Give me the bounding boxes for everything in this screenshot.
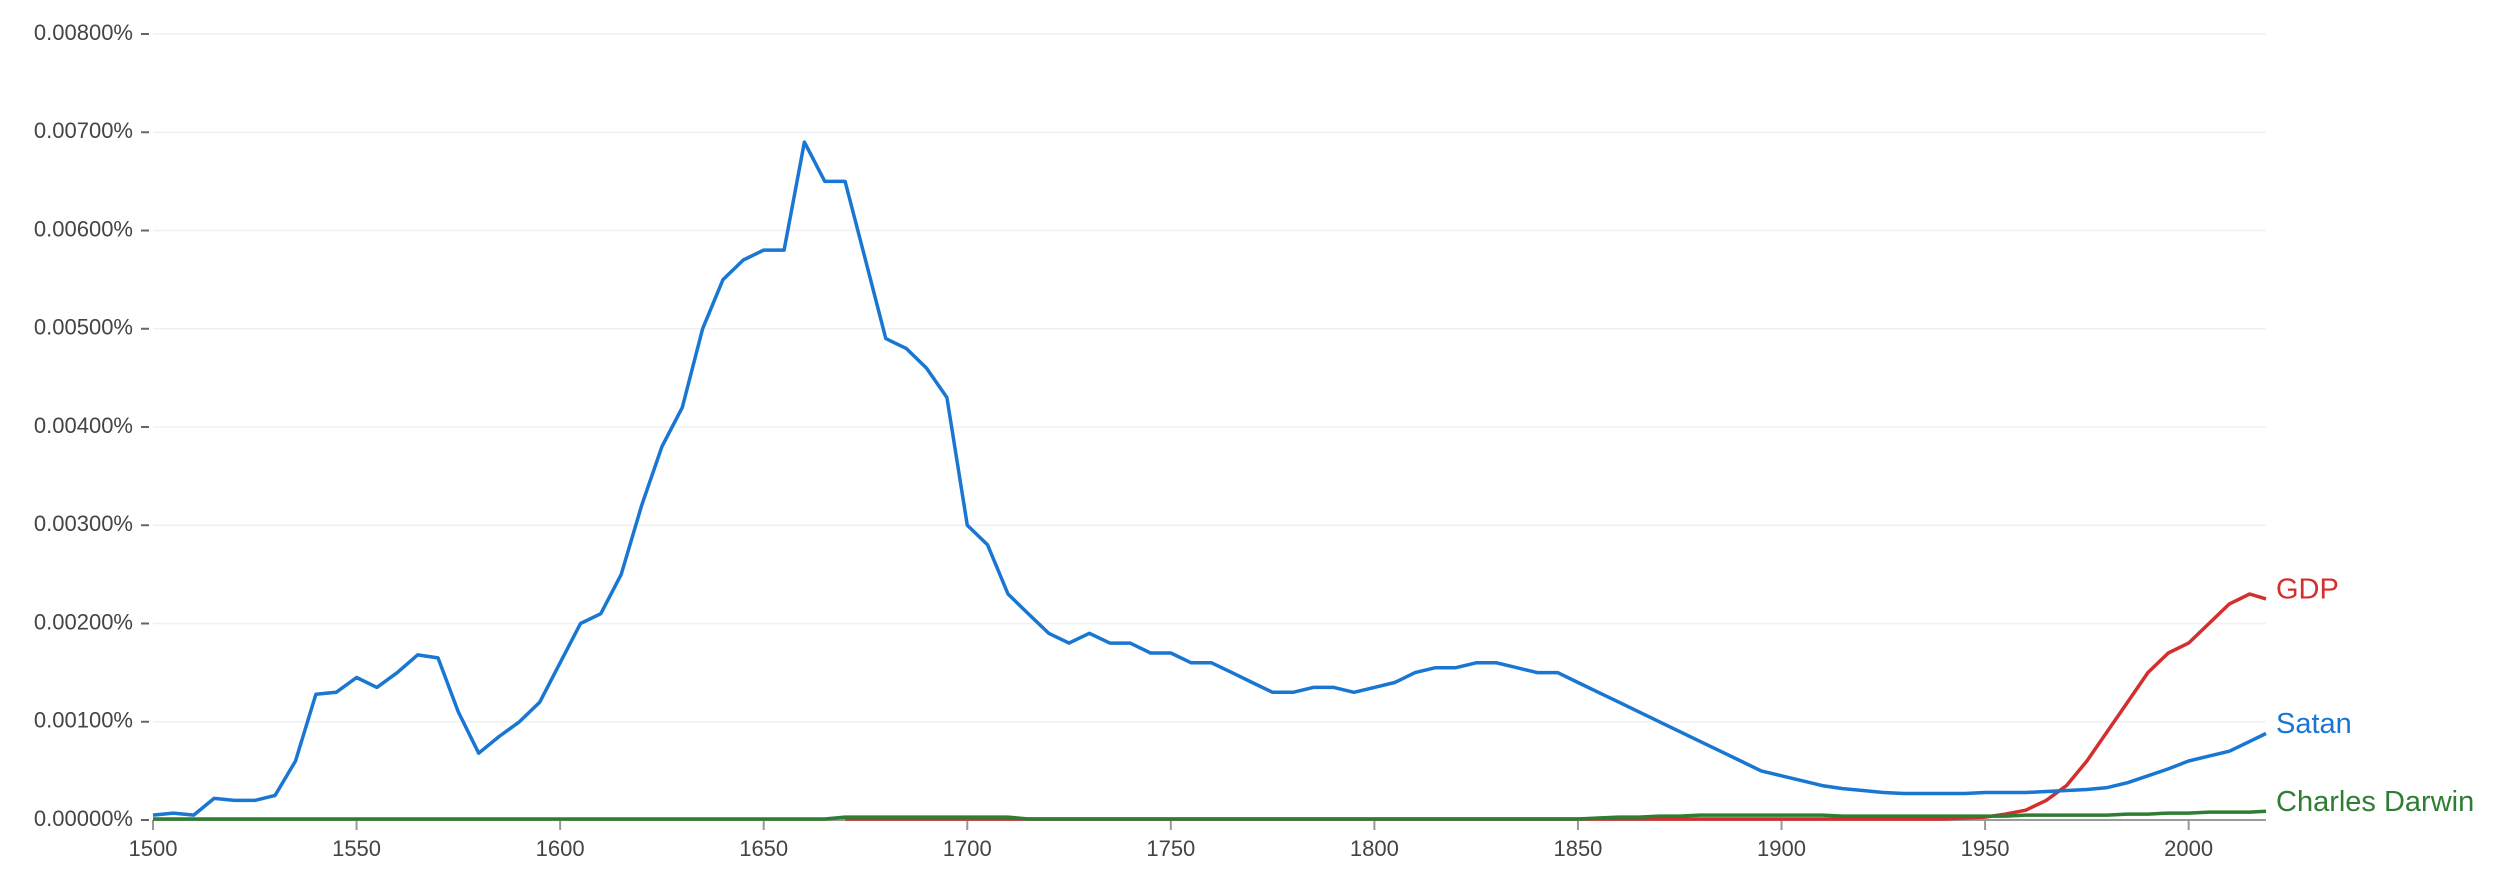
legend-label: Satan bbox=[2276, 708, 2352, 740]
y-tick-label: 0.00800% bbox=[34, 20, 133, 45]
legend-label: Charles Darwin bbox=[2276, 786, 2474, 818]
series-line bbox=[152, 140, 2267, 817]
y-tick-label: 0.00000% bbox=[34, 806, 133, 831]
x-tick-label: 1550 bbox=[332, 836, 381, 861]
series-line bbox=[153, 809, 2267, 821]
x-tick-label: 1600 bbox=[536, 836, 585, 861]
y-tick-label: 0.00600% bbox=[34, 216, 133, 241]
series-line bbox=[845, 592, 2267, 821]
x-tick-label: 1700 bbox=[943, 836, 992, 861]
x-tick-label: 1500 bbox=[129, 836, 178, 861]
x-tick-label: 2000 bbox=[2164, 836, 2213, 861]
legend-label: GDP bbox=[2276, 574, 2339, 606]
x-tick-label: 1850 bbox=[1553, 836, 1602, 861]
x-tick-label: 1800 bbox=[1350, 836, 1399, 861]
y-tick-label: 0.00200% bbox=[34, 609, 133, 634]
y-tick-label: 0.00500% bbox=[34, 315, 133, 340]
x-tick-label: 1900 bbox=[1757, 836, 1806, 861]
y-tick-label: 0.00400% bbox=[34, 413, 133, 438]
y-tick-label: 0.00700% bbox=[34, 118, 133, 143]
x-tick-label: 1650 bbox=[739, 836, 788, 861]
y-tick-label: 0.00300% bbox=[34, 511, 133, 536]
x-tick-label: 1950 bbox=[1961, 836, 2010, 861]
y-tick-label: 0.00100% bbox=[34, 708, 133, 733]
x-tick-label: 1750 bbox=[1146, 836, 1195, 861]
